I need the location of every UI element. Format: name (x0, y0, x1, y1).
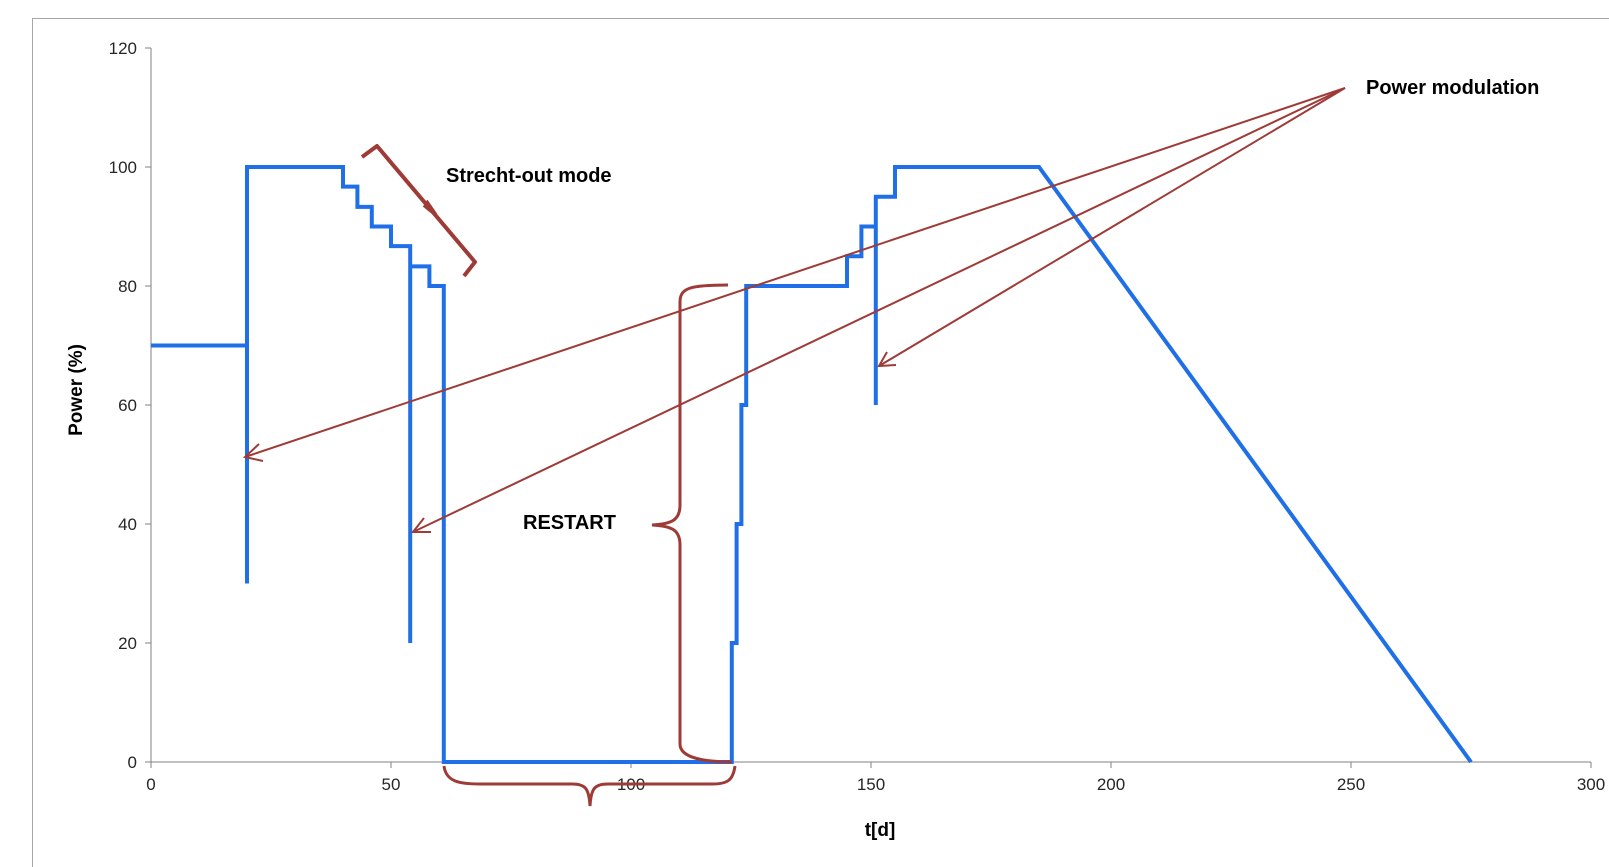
x-tick-label: 0 (146, 775, 155, 794)
x-axis-title: t[d] (865, 820, 896, 841)
restart-label: RESTART (523, 512, 616, 534)
x-tick-label: 200 (1097, 775, 1125, 794)
power-series-line (151, 165, 1473, 764)
power-modulation-arrows (242, 87, 1346, 533)
y-tick-label: 80 (118, 277, 137, 296)
axes (145, 47, 1592, 768)
chart-frame (32, 18, 1609, 867)
y-tick-label: 0 (128, 753, 137, 772)
stretch-out-bracket (360, 144, 477, 278)
series-layer (151, 165, 1473, 764)
stretch-out-label: Strecht-out mode (446, 165, 612, 187)
x-tick-label: 150 (857, 775, 885, 794)
y-tick-label: 100 (109, 158, 137, 177)
annotations-layer: Strecht-out mode RESTART Power modulatio… (242, 77, 1539, 807)
x-tick-label: 250 (1337, 775, 1365, 794)
y-tick-label: 20 (118, 634, 137, 653)
x-tick-label: 50 (382, 775, 401, 794)
power-modulation-label: Power modulation (1366, 77, 1539, 99)
y-tick-label: 40 (118, 515, 137, 534)
y-tick-label: 120 (109, 39, 137, 58)
x-tick-label: 300 (1577, 775, 1605, 794)
y-axis-title: Power (%) (66, 344, 87, 436)
y-tick-label: 60 (118, 396, 137, 415)
restart-brace (651, 283, 733, 764)
restart-duration-brace (442, 765, 737, 807)
